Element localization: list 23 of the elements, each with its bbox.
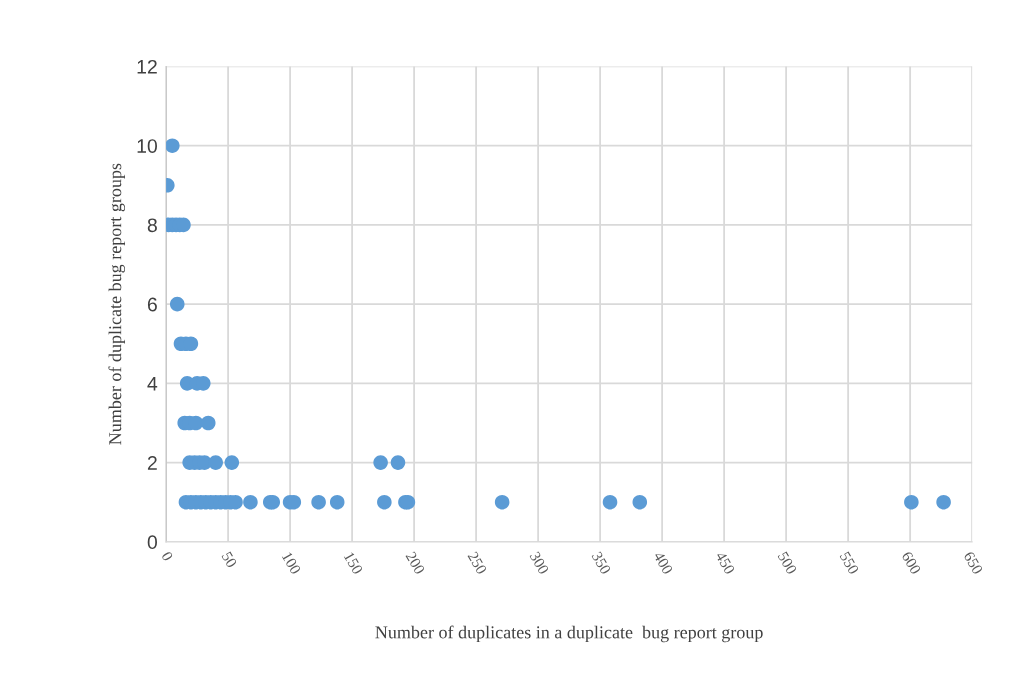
x-tick-label: 0 bbox=[161, 550, 174, 562]
y-tick-label: 2 bbox=[147, 456, 157, 470]
x-tick-label: 450 bbox=[715, 550, 736, 575]
x-tick-label: 350 bbox=[591, 551, 612, 575]
x-tick-label: 250 bbox=[467, 550, 488, 575]
x-tick-label: 50 bbox=[221, 551, 238, 569]
y-tick-label: 6 bbox=[147, 297, 157, 312]
y-tick-label: 10 bbox=[137, 139, 158, 153]
y-tick-label: 0 bbox=[147, 535, 157, 550]
y-tick-label: 4 bbox=[147, 377, 158, 391]
x-tick-label: 200 bbox=[405, 550, 426, 575]
x-tick-label: 300 bbox=[529, 551, 550, 575]
x-tick-label: 100 bbox=[281, 551, 302, 575]
y-axis-title: Number of duplicate bug report groups bbox=[108, 163, 126, 445]
x-tick-label: 400 bbox=[653, 550, 674, 575]
x-tick-label: 600 bbox=[901, 550, 922, 575]
y-tick-label: 8 bbox=[147, 218, 157, 233]
x-tick-label: 650 bbox=[963, 550, 984, 575]
x-tick-label: 500 bbox=[777, 551, 798, 575]
x-axis-title: Number of duplicates in a duplicate bug report group bbox=[375, 625, 763, 643]
y-tick-label: 12 bbox=[137, 59, 157, 74]
x-tick-label: 150 bbox=[343, 551, 364, 575]
x-tick-label: 550 bbox=[839, 551, 860, 575]
